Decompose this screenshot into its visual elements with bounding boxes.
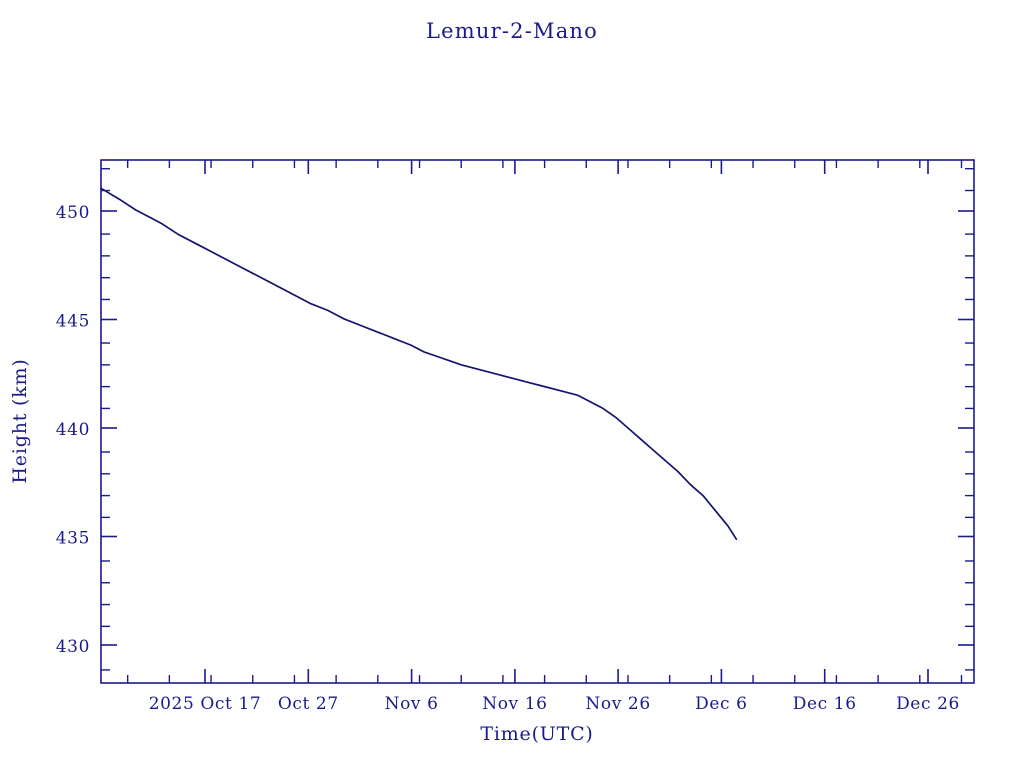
x-tick-label-dec-6: Dec 6 (695, 694, 747, 714)
x-axis-title: Time(UTC) (480, 723, 593, 745)
x-axis-minor-ticks (126, 160, 963, 683)
y-tick-label-430: 430 (56, 637, 90, 657)
x-tick-label-dec-16: Dec 16 (793, 694, 857, 714)
x-axis-major-ticks (204, 160, 929, 683)
x-tick-label-oct-17: 2025 Oct 17 (149, 694, 262, 714)
chart-title: Lemur-2-Mano (426, 19, 598, 43)
y-tick-label-440: 440 (56, 420, 90, 440)
x-tick-label-oct-27: Oct 27 (278, 694, 339, 714)
y-axis-major-ticks (101, 210, 974, 646)
y-tick-label-435: 435 (56, 529, 90, 549)
height-data-line (100, 187, 738, 541)
y-axis-tick-labels: 450 445 440 435 430 (56, 203, 90, 657)
x-tick-label-nov-26: Nov 26 (585, 694, 650, 714)
y-axis-title: Height (km) (9, 358, 31, 483)
x-tick-label-nov-6: Nov 6 (385, 694, 439, 714)
x-tick-label-dec-26: Dec 26 (896, 694, 960, 714)
x-tick-label-nov-16: Nov 16 (482, 694, 547, 714)
plot-frame (100, 159, 975, 684)
y-axis-minor-ticks (101, 168, 974, 671)
x-axis-tick-labels: 2025 Oct 17 Oct 27 Nov 6 Nov 16 Nov 26 D… (149, 694, 960, 714)
y-tick-label-450: 450 (56, 203, 90, 223)
y-tick-label-445: 445 (56, 312, 90, 332)
